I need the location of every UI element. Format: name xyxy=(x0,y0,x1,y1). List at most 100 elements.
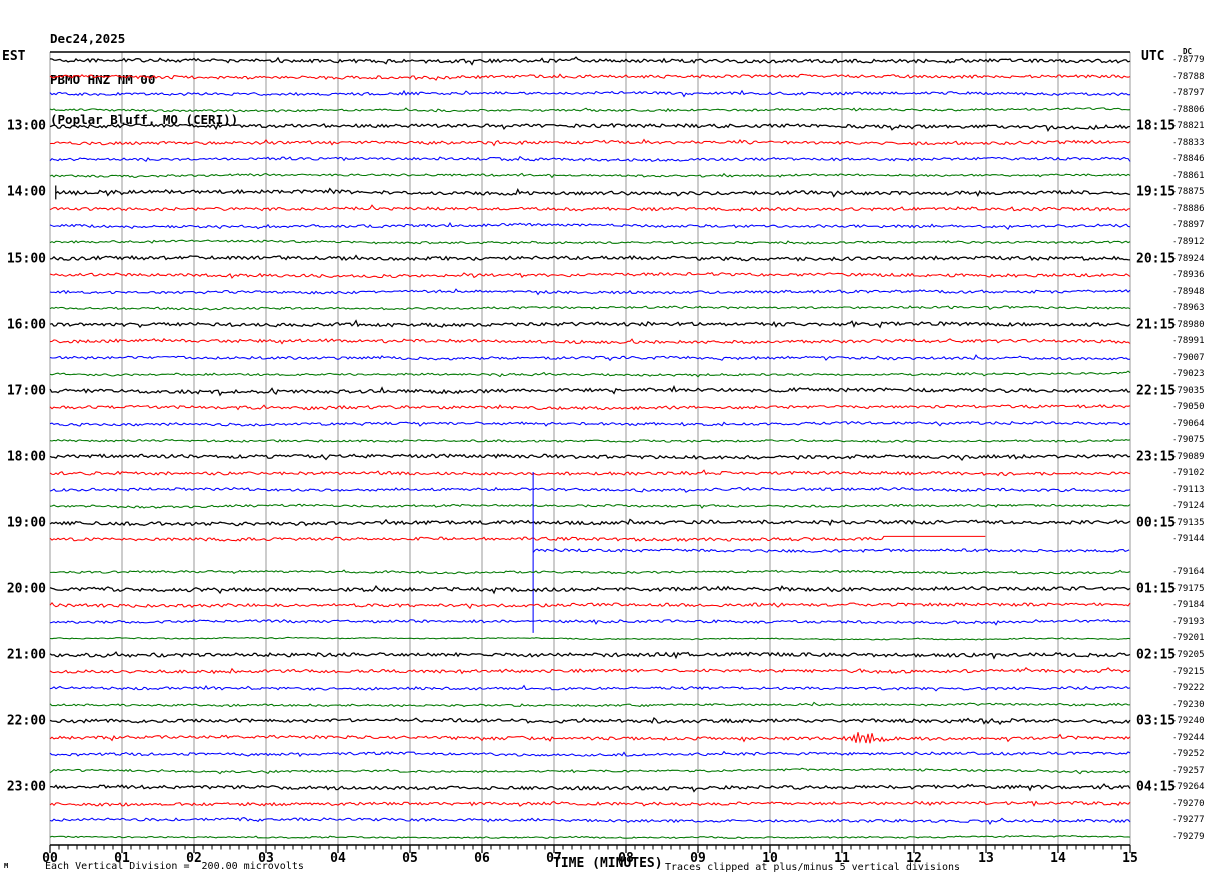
seismo-trace-row-29 xyxy=(49,535,986,542)
dc-value-label: -78846 xyxy=(1172,154,1205,165)
utc-time-label: 04:15 xyxy=(1136,779,1176,795)
dc-value-label: -78991 xyxy=(1172,336,1205,347)
dc-value-label: -78821 xyxy=(1172,121,1205,132)
seismo-trace-row-33 xyxy=(49,601,1131,610)
minute-tick-label: 01 xyxy=(114,851,130,866)
seismo-trace-row-21 xyxy=(49,404,1131,411)
est-time-label: 14:00 xyxy=(6,184,46,200)
dc-value-label: -79244 xyxy=(1172,732,1205,743)
est-time-label: 15:00 xyxy=(6,251,46,266)
seismo-trace-row-27 xyxy=(49,503,1131,509)
est-time-label: 20:00 xyxy=(6,581,46,597)
dc-value-label: -78936 xyxy=(1172,270,1205,281)
seismo-trace-row-20 xyxy=(49,384,1131,397)
dc-value-label: -79279 xyxy=(1172,831,1205,842)
seismo-trace-row-44 xyxy=(49,783,1131,793)
seismo-trace-row-16 xyxy=(49,319,1131,329)
utc-time-label: 02:15 xyxy=(1136,647,1176,663)
dc-value-label: -78912 xyxy=(1172,236,1205,247)
minute-tick-label: 05 xyxy=(402,851,418,866)
dc-value-label: -79144 xyxy=(1172,534,1205,545)
minute-tick-label: 07 xyxy=(546,851,562,866)
seismo-trace-row-10 xyxy=(49,222,1131,231)
minute-tick-label: 08 xyxy=(618,851,634,866)
est-time-label: 17:00 xyxy=(6,383,46,399)
seismo-trace-row-32 xyxy=(49,585,1131,595)
dc-value-label: -78806 xyxy=(1172,104,1205,115)
utc-time-label: 03:15 xyxy=(1136,713,1176,729)
seismo-trace-row-34 xyxy=(49,619,1131,626)
left-axis-label: EST xyxy=(2,49,26,64)
seismo-trace-row-46 xyxy=(49,817,1131,826)
dc-value-label: -79264 xyxy=(1172,782,1205,793)
dc-value-label: -79135 xyxy=(1172,517,1205,528)
dc-value-label: -78861 xyxy=(1172,170,1205,181)
minute-tick-label: 12 xyxy=(906,851,922,866)
est-time-label: 23:00 xyxy=(6,779,46,795)
seismo-trace-row-35 xyxy=(49,636,1131,641)
dc-value-label: -79023 xyxy=(1172,369,1205,380)
dc-value-label: -79175 xyxy=(1172,583,1205,594)
seismo-trace-row-40 xyxy=(49,716,1131,726)
seismo-trace-row-9 xyxy=(49,204,1131,212)
minute-tick-label: 06 xyxy=(474,851,490,866)
minute-tick-label: 00 xyxy=(42,851,58,866)
minute-tick-label: 03 xyxy=(258,851,274,866)
minute-tick-label: 09 xyxy=(690,851,706,866)
dc-value-label: -79257 xyxy=(1172,765,1205,776)
seismo-trace-row-4 xyxy=(49,122,1131,132)
dc-value-label: -78963 xyxy=(1172,303,1205,314)
minute-tick-label: 04 xyxy=(330,851,346,866)
utc-time-label: 18:15 xyxy=(1136,118,1176,134)
seismo-trace-row-43 xyxy=(49,767,1131,775)
x-axis-title: TIME (MINUTES) xyxy=(553,856,663,871)
minute-tick-label: 02 xyxy=(186,851,202,866)
seismo-trace-row-42 xyxy=(49,750,1131,758)
seismo-trace-row-23 xyxy=(49,438,1131,443)
seismo-trace-row-5 xyxy=(49,138,1131,147)
est-time-label: 21:00 xyxy=(6,647,46,663)
seismo-trace-row-2 xyxy=(49,89,1131,98)
utc-time-label: 23:15 xyxy=(1136,449,1176,465)
dc-value-label: -79035 xyxy=(1172,385,1205,396)
division-note: Each Vertical Division = 200.00 microvol… xyxy=(45,861,304,872)
seismo-trace-row-3 xyxy=(49,107,1131,113)
seismo-trace-row-12 xyxy=(49,254,1131,262)
seismo-trace-row-18 xyxy=(49,354,1131,362)
seismo-trace-row-17 xyxy=(49,338,1131,345)
seismo-trace-row-26 xyxy=(49,486,1131,493)
est-time-label: 19:00 xyxy=(6,515,46,531)
dc-value-label: -79113 xyxy=(1172,484,1205,495)
dc-value-label: -79193 xyxy=(1172,616,1205,627)
seismo-trace-row-41 xyxy=(49,732,1131,744)
dc-value-label: -79222 xyxy=(1172,683,1205,694)
seismo-trace-row-28 xyxy=(49,518,1131,527)
right-axis-label: UTC xyxy=(1141,49,1165,64)
seismo-trace-row-37 xyxy=(49,667,1131,675)
dc-value-label: -79184 xyxy=(1172,600,1205,611)
dc-value-label: -79089 xyxy=(1172,451,1205,462)
dc-value-label: -79007 xyxy=(1172,352,1205,363)
title-date: Dec24,2025 xyxy=(50,31,126,46)
seismo-trace-row-25 xyxy=(49,469,1131,477)
seismo-trace-row-6 xyxy=(49,155,1131,163)
dc-value-label: -79215 xyxy=(1172,666,1205,677)
est-time-label: 18:00 xyxy=(6,449,46,465)
dc-value-label: -79064 xyxy=(1172,418,1205,429)
dc-value-label: -79124 xyxy=(1172,501,1205,512)
dc-value-label: -79252 xyxy=(1172,749,1205,760)
seismo-trace-row-36 xyxy=(49,651,1131,660)
seismo-trace-row-8 xyxy=(55,185,1130,200)
dc-value-label: -78924 xyxy=(1172,253,1205,264)
title-station: PBMO HNZ NM 00 xyxy=(50,71,156,87)
dc-value-label: -78980 xyxy=(1172,319,1205,330)
minute-tick-label: 11 xyxy=(834,851,850,866)
dc-value-label: -79102 xyxy=(1172,468,1205,479)
dc-value-label: -78875 xyxy=(1172,187,1205,198)
seismo-trace-row-24 xyxy=(49,453,1131,462)
seismo-trace-row-31 xyxy=(50,569,1131,575)
dc-value-label: -79075 xyxy=(1172,435,1205,446)
dc-value-label: -78797 xyxy=(1172,88,1205,99)
corner-mark: M xyxy=(4,862,9,870)
utc-time-label: 00:15 xyxy=(1136,515,1176,531)
